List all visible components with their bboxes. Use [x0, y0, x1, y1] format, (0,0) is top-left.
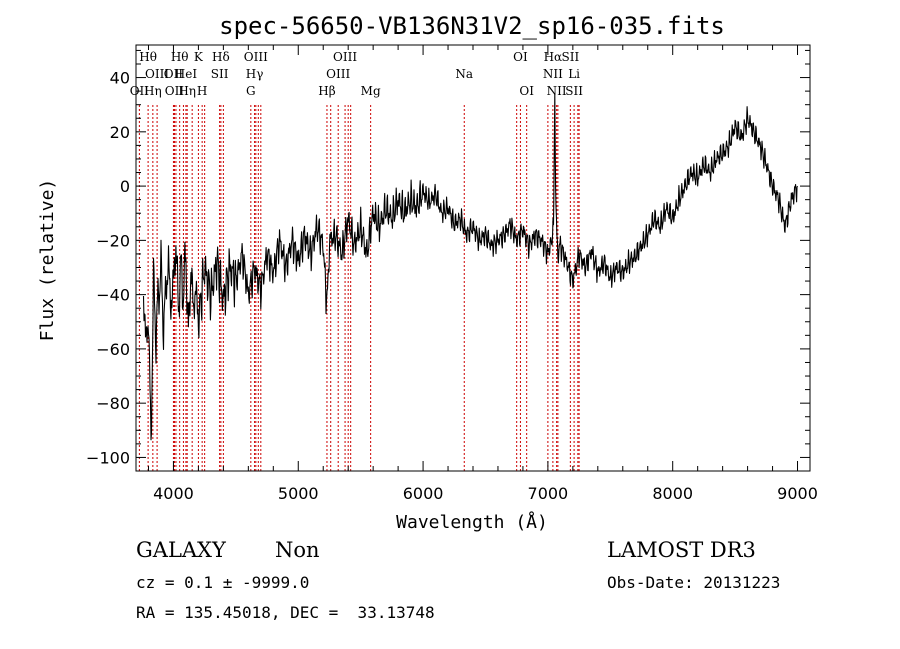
object-class: GALAXY: [136, 538, 226, 562]
marker-label: Hα: [544, 50, 563, 64]
y-tick-label: 20: [110, 123, 130, 142]
x-tick-label: 7000: [528, 484, 569, 503]
marker-label: NII: [547, 84, 567, 98]
marker-label: Li: [568, 67, 580, 81]
x-tick-label: 4000: [153, 484, 194, 503]
marker-label: HeI: [175, 67, 198, 81]
obs-date-line: Obs-Date: 20131223: [607, 573, 781, 592]
plot-frame: [135, 44, 811, 472]
marker-label: OI: [519, 84, 534, 98]
y-tick-label: −40: [96, 286, 130, 305]
x-axis-ticks: 4000 5000 6000 7000 8000 9000: [147, 45, 818, 503]
marker-label: H: [197, 84, 207, 98]
marker-label: SII: [565, 84, 583, 98]
y-axis-ticks: −100 −80 −60 −40 −20 0 20 40: [86, 49, 810, 467]
emission-line-markers: [138, 105, 580, 471]
marker-label: K: [194, 50, 204, 64]
object-subclass: Non: [275, 538, 320, 562]
marker-label: OI: [513, 50, 528, 64]
y-tick-label: −80: [96, 394, 130, 413]
x-tick-label: 5000: [278, 484, 319, 503]
redshift-line: cz = 0.1 ± -9999.0: [136, 573, 310, 592]
y-axis-label: Flux (relative): [37, 179, 58, 342]
marker-label: OIII: [326, 67, 350, 81]
marker-label: SII: [562, 50, 580, 64]
marker-label: Hη: [178, 84, 196, 98]
marker-label: Hη: [144, 84, 162, 98]
y-tick-label: 0: [120, 177, 130, 196]
marker-label: SII: [211, 67, 229, 81]
marker-label: Mg: [361, 84, 381, 98]
marker-label: Hθ: [171, 50, 189, 64]
y-tick-label: −20: [96, 231, 130, 250]
y-tick-label: −100: [86, 448, 130, 467]
marker-label: NII: [543, 67, 563, 81]
marker-label: OII: [164, 67, 184, 81]
marker-label: Hβ: [318, 84, 335, 98]
x-axis-label: Wavelength (Å): [396, 511, 548, 533]
x-tick-label: 6000: [403, 484, 444, 503]
chart-title: spec-56650-VB136N31V2_sp16-035.fits: [219, 12, 725, 40]
coordinates-line: RA = 135.45018, DEC = 33.13748: [136, 603, 435, 622]
y-tick-label: 40: [110, 69, 130, 88]
marker-label: Na: [455, 67, 473, 81]
spectrum-series-line: [142, 92, 799, 441]
x-tick-label: 9000: [777, 484, 818, 503]
marker-label: OII: [165, 84, 185, 98]
marker-label: OIII: [333, 50, 357, 64]
marker-label: OIII: [244, 50, 268, 64]
marker-label: Hθ: [139, 50, 157, 64]
y-tick-label: −60: [96, 340, 130, 359]
marker-label: Hγ: [246, 67, 264, 81]
marker-label: Hδ: [212, 50, 230, 64]
marker-label: OIII: [145, 67, 169, 81]
x-tick-label: 8000: [652, 484, 693, 503]
survey-name: LAMOST DR3: [607, 538, 756, 562]
marker-label: G: [246, 84, 256, 98]
